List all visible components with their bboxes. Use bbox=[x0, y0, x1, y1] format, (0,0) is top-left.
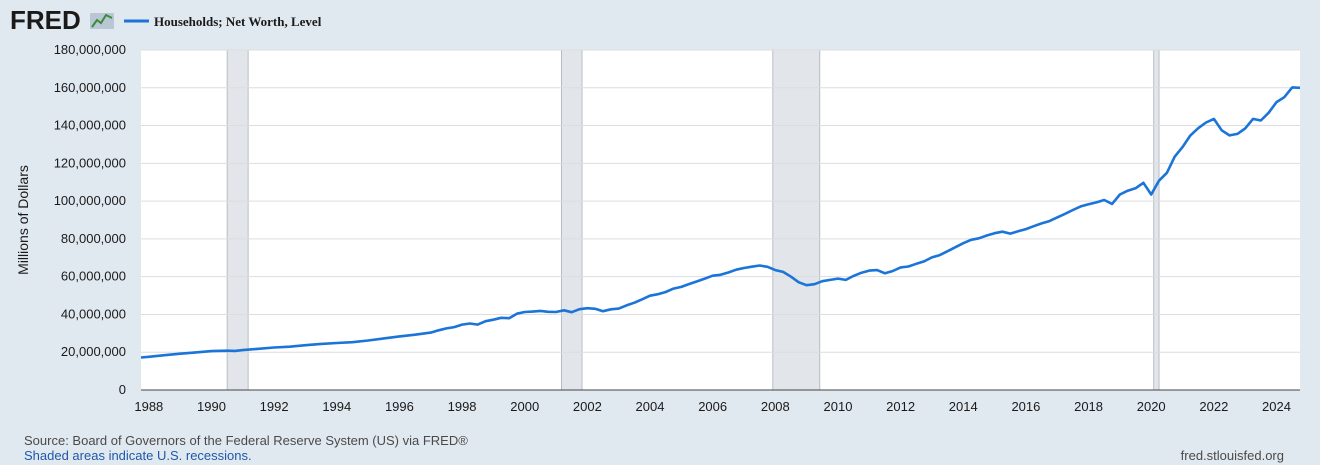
y-tick-label: 60,000,000 bbox=[61, 269, 126, 284]
x-tick-label: 2002 bbox=[573, 399, 602, 414]
recession-band bbox=[226, 49, 249, 391]
y-axis-title: Millions of Dollars bbox=[15, 165, 31, 275]
x-tick-label: 2006 bbox=[698, 399, 727, 414]
x-tick-label: 2024 bbox=[1262, 399, 1291, 414]
y-tick-label: 120,000,000 bbox=[54, 155, 126, 170]
x-axis-tick-labels: 1988 1990 1992 1994 1996 1998 2000 2002 2004 2006… bbox=[134, 399, 1291, 414]
trend-line-icon bbox=[90, 13, 114, 29]
x-tick-label: 2016 bbox=[1011, 399, 1040, 414]
legend-label[interactable]: Households; Net Worth, Level bbox=[154, 14, 322, 29]
x-tick-label: 2014 bbox=[949, 399, 978, 414]
x-tick-label: 2012 bbox=[886, 399, 915, 414]
recession-band bbox=[1153, 49, 1160, 391]
y-axis-tick-labels: 0 20,000,000 40,000,000 60,000,000 80,000,00… bbox=[54, 42, 126, 397]
x-tick-label: 2022 bbox=[1199, 399, 1228, 414]
x-tick-label: 1990 bbox=[197, 399, 226, 414]
x-tick-label: 2004 bbox=[636, 399, 665, 414]
x-tick-label: 1996 bbox=[385, 399, 414, 414]
site-url[interactable]: fred.stlouisfed.org bbox=[1181, 448, 1284, 463]
y-tick-label: 0 bbox=[119, 382, 126, 397]
y-tick-label: 140,000,000 bbox=[54, 118, 126, 133]
footer: Source: Board of Governors of the Federa… bbox=[24, 433, 1284, 463]
y-tick-label: 80,000,000 bbox=[61, 231, 126, 246]
plot-area: 0 20,000,000 40,000,000 60,000,000 80,000,00… bbox=[54, 42, 1301, 414]
x-tick-label: 2010 bbox=[824, 399, 853, 414]
plot-background bbox=[141, 50, 1300, 390]
recession-band bbox=[560, 49, 583, 391]
x-tick-label: 1998 bbox=[448, 399, 477, 414]
x-tick-label: 2000 bbox=[510, 399, 539, 414]
gridlines bbox=[141, 49, 1300, 353]
y-tick-label: 180,000,000 bbox=[54, 42, 126, 57]
y-tick-label: 100,000,000 bbox=[54, 193, 126, 208]
x-tick-label: 1992 bbox=[260, 399, 289, 414]
x-tick-label: 1994 bbox=[322, 399, 351, 414]
y-tick-label: 40,000,000 bbox=[61, 306, 126, 321]
x-tick-label: 2018 bbox=[1074, 399, 1103, 414]
header: FRED Households; Net Worth, Level bbox=[10, 5, 322, 35]
series-line-households-net-worth bbox=[140, 86, 1301, 359]
recession-note-link[interactable]: Shaded areas indicate U.S. recessions. bbox=[24, 448, 252, 463]
x-tick-label: 1988 bbox=[134, 399, 163, 414]
recession-band bbox=[772, 49, 821, 391]
x-tick-label: 2008 bbox=[761, 399, 790, 414]
fred-logo[interactable]: FRED bbox=[10, 5, 81, 35]
x-tick-label: 2020 bbox=[1137, 399, 1166, 414]
source-note: Source: Board of Governors of the Federa… bbox=[24, 433, 468, 448]
y-tick-label: 20,000,000 bbox=[61, 344, 126, 359]
y-tick-label: 160,000,000 bbox=[54, 80, 126, 95]
